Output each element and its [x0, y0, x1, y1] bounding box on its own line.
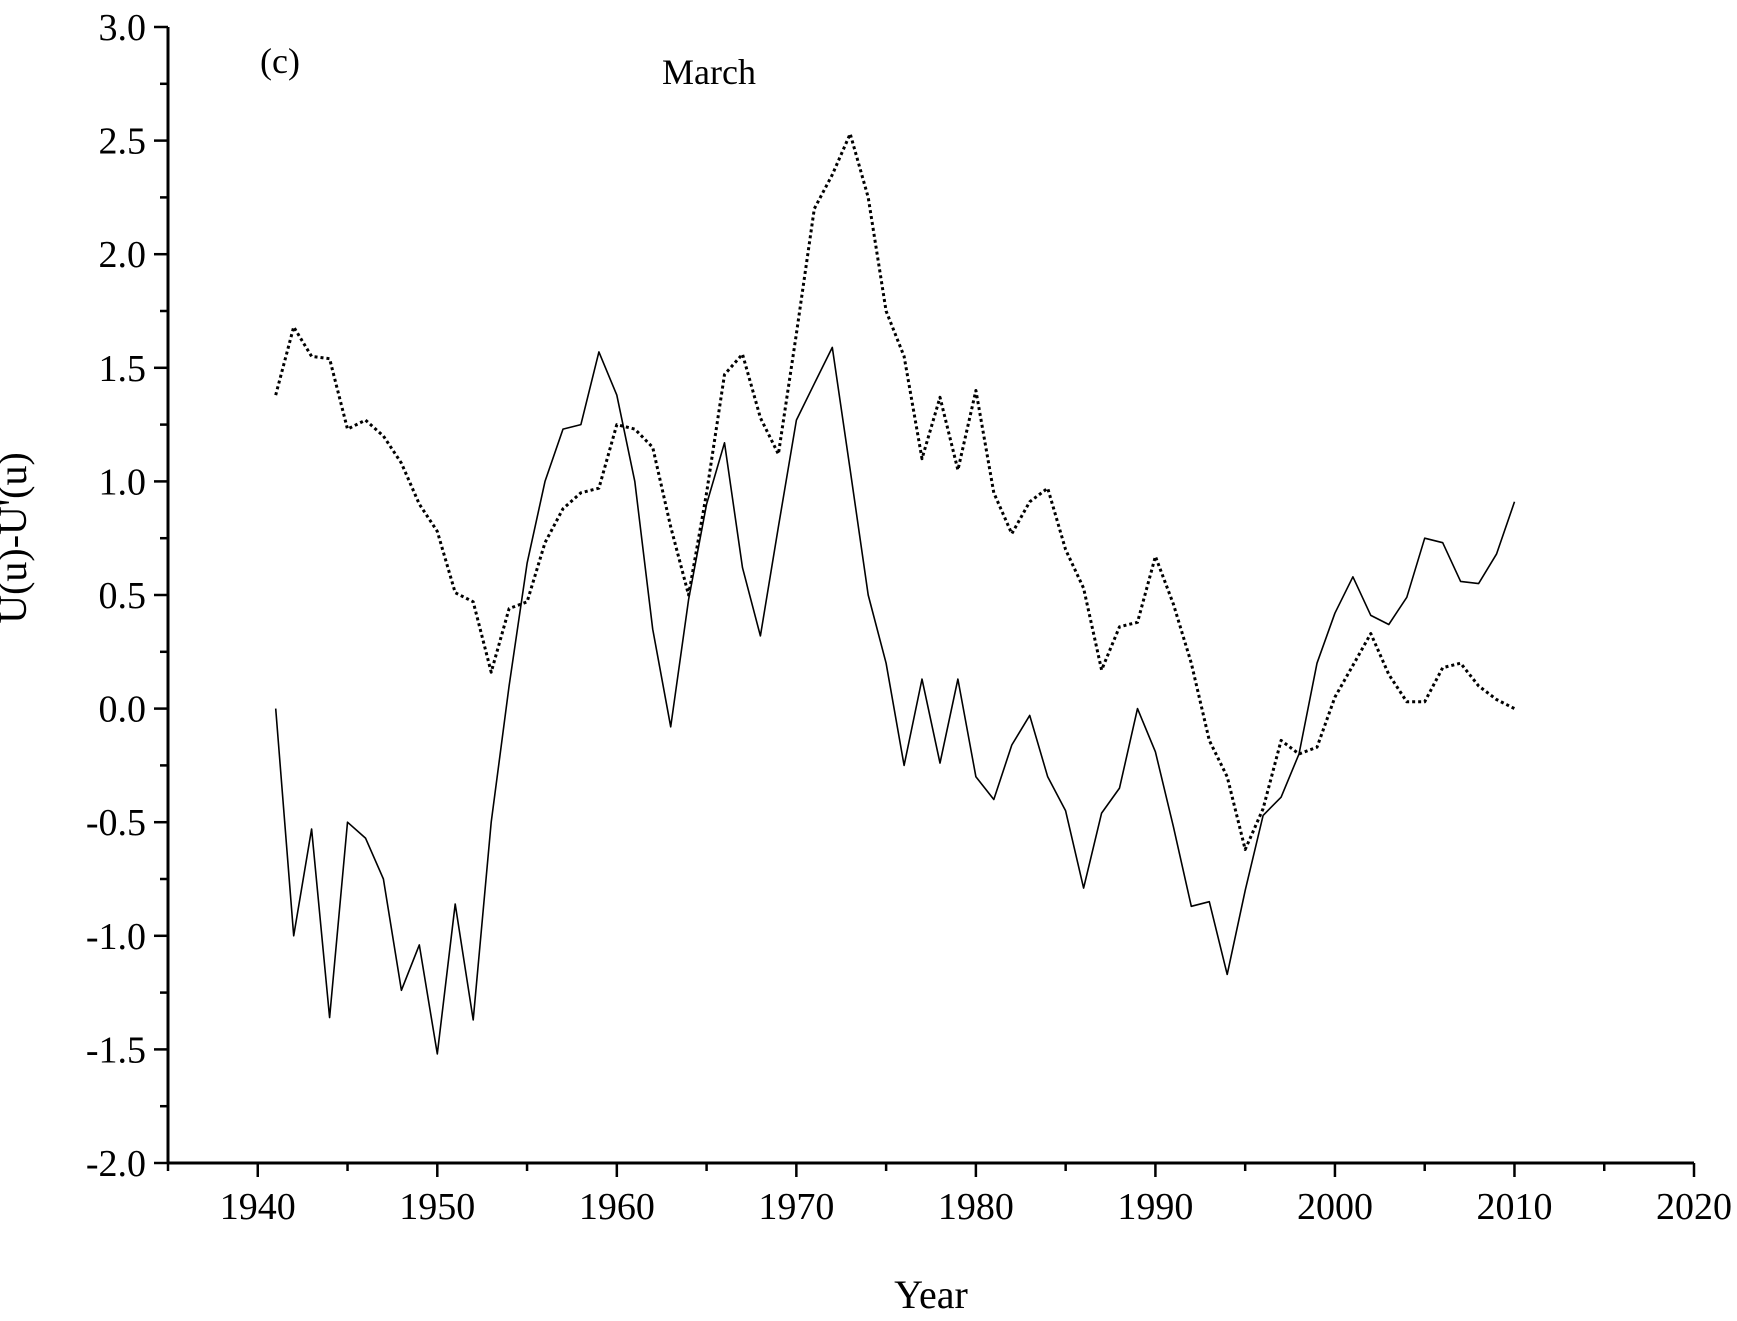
- y-tick-label: -2.0: [86, 1143, 146, 1185]
- y-axis-ticks: 3.0 2.5 2.0 1.5 1.0 0.5 0.0 -0.5 -1.0 -1.5 -2.0: [86, 7, 168, 1185]
- y-tick-label: -1.0: [86, 916, 146, 958]
- x-axis-title: Year: [894, 1272, 968, 1317]
- series-line-dotted: [274, 132, 1516, 851]
- series-line-solid: [274, 346, 1516, 1055]
- x-tick-label: 1990: [1117, 1186, 1193, 1228]
- y-tick-label: 1.0: [99, 461, 147, 503]
- y-tick-label: 3.0: [99, 7, 147, 49]
- panel-label: (c): [260, 41, 300, 81]
- y-tick-label: 0.0: [99, 689, 147, 731]
- x-tick-label: 2010: [1476, 1186, 1552, 1228]
- x-tick-label: 1940: [220, 1186, 296, 1228]
- y-tick-label: 2.5: [99, 121, 147, 163]
- y-tick-label: -1.5: [86, 1029, 146, 1071]
- y-tick-label: -0.5: [86, 802, 146, 844]
- x-tick-label: 1970: [758, 1186, 834, 1228]
- axes: [166, 27, 1694, 1165]
- x-tick-label: 1980: [938, 1186, 1014, 1228]
- x-tick-label: 1960: [579, 1186, 655, 1228]
- chart-title: March: [662, 52, 756, 92]
- x-tick-label: 2000: [1297, 1186, 1373, 1228]
- y-axis-title: U(u)-U'(u): [0, 452, 35, 624]
- y-tick-label: 1.5: [99, 348, 147, 390]
- x-axis-ticks: 1940 1950 1960 1970 1980 1990 2000 2010 2020: [166, 1163, 1732, 1228]
- x-tick-label: 1950: [399, 1186, 475, 1228]
- y-tick-label: 2.0: [99, 234, 147, 276]
- x-tick-label: 2020: [1656, 1186, 1732, 1228]
- y-tick-label: 0.5: [99, 575, 147, 617]
- series-layer: [274, 132, 1516, 1055]
